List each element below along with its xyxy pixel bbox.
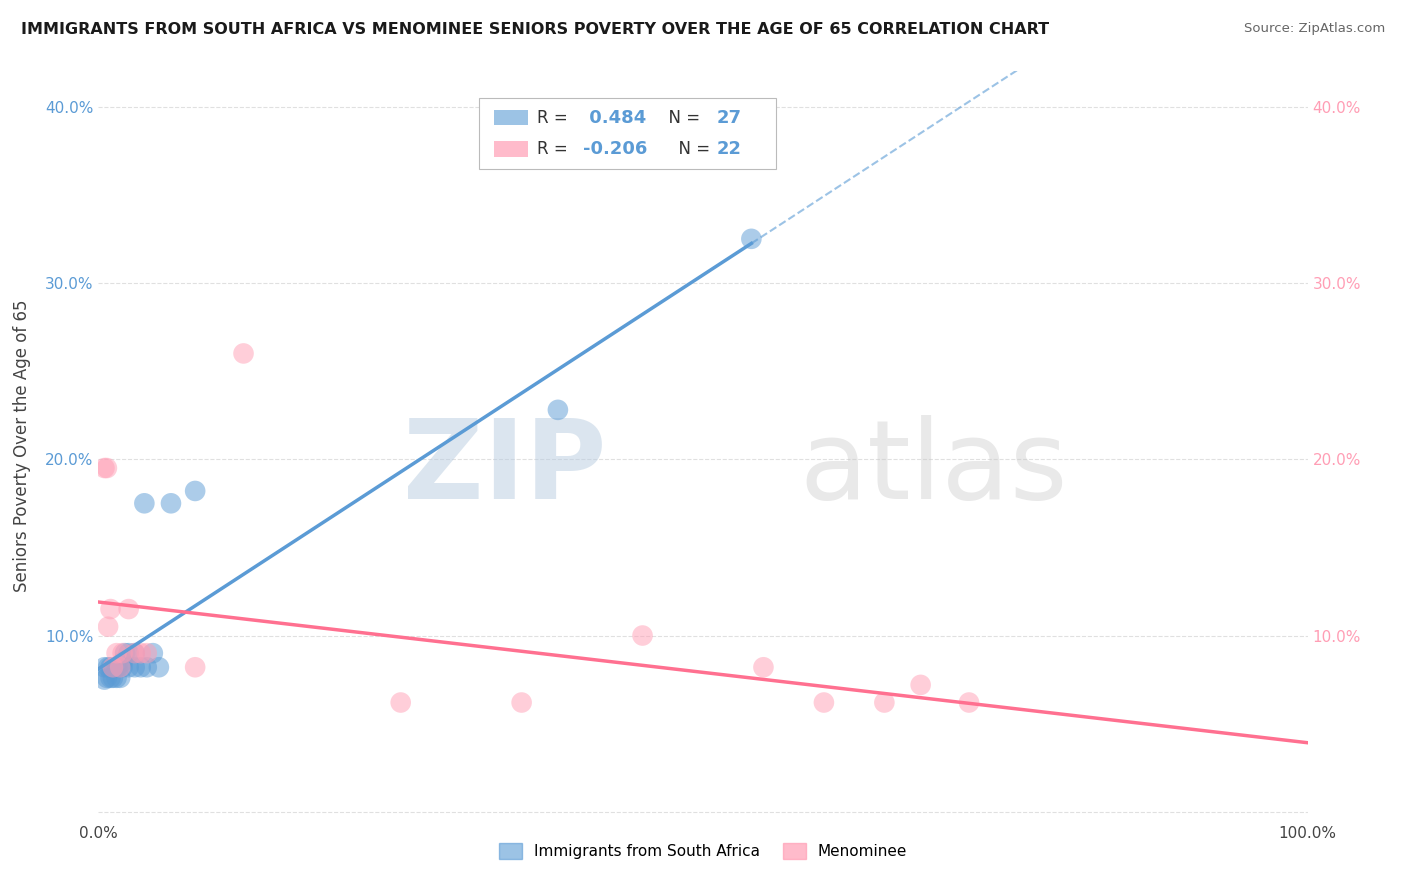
Point (135, 646, 157, 660)
Point (108, 660, 131, 674)
Point (100, 671, 122, 685)
Point (813, 696, 835, 710)
Point (510, 696, 533, 710)
Legend: Immigrants from South Africa, Menominee: Immigrants from South Africa, Menominee (492, 838, 914, 865)
Point (232, 346, 254, 360)
Point (97, 620, 120, 634)
FancyBboxPatch shape (494, 141, 527, 157)
Text: IMMIGRANTS FROM SOUTH AFRICA VS MENOMINEE SENIORS POVERTY OVER THE AGE OF 65 COR: IMMIGRANTS FROM SOUTH AFRICA VS MENOMINE… (21, 22, 1049, 37)
Text: R =: R = (537, 140, 574, 158)
Point (107, 660, 129, 674)
Point (108, 671, 131, 685)
Text: 0.484: 0.484 (583, 109, 647, 127)
Point (547, 402, 569, 417)
Point (111, 646, 134, 660)
Point (93, 461, 115, 475)
Point (114, 646, 136, 660)
Point (389, 696, 412, 710)
Point (129, 646, 152, 660)
Point (184, 660, 207, 674)
FancyBboxPatch shape (494, 110, 527, 126)
Point (118, 602, 141, 616)
Text: N =: N = (668, 140, 716, 158)
Point (111, 655, 134, 669)
Point (124, 660, 146, 674)
Point (100, 660, 122, 674)
Point (101, 671, 124, 685)
Point (631, 628, 654, 642)
Point (160, 496, 183, 510)
Point (111, 660, 134, 674)
Text: -0.206: -0.206 (583, 140, 648, 158)
Point (124, 646, 146, 660)
Y-axis label: Seniors Poverty Over the Age of 65: Seniors Poverty Over the Age of 65 (13, 300, 31, 592)
Text: R =: R = (537, 109, 574, 127)
Text: Source: ZipAtlas.com: Source: ZipAtlas.com (1244, 22, 1385, 36)
Point (105, 660, 128, 674)
Text: N =: N = (658, 109, 706, 127)
Point (148, 660, 170, 674)
Point (97, 660, 120, 674)
Point (100, 602, 122, 616)
Point (957, 696, 980, 710)
Text: 22: 22 (716, 140, 741, 158)
Point (96, 671, 118, 685)
Point (118, 646, 141, 660)
Point (93, 673, 115, 687)
Point (124, 646, 146, 660)
Point (93, 660, 115, 674)
Point (740, 232, 762, 246)
Text: 27: 27 (716, 109, 741, 127)
Point (184, 483, 207, 498)
Point (105, 671, 128, 685)
Point (910, 678, 932, 692)
Point (118, 660, 141, 674)
Point (142, 646, 165, 660)
Point (873, 696, 896, 710)
Point (96, 461, 118, 475)
FancyBboxPatch shape (479, 97, 776, 169)
Point (129, 660, 152, 674)
Point (101, 660, 124, 674)
Point (752, 660, 775, 674)
Point (135, 660, 157, 674)
Text: atlas: atlas (800, 415, 1069, 522)
Text: ZIP: ZIP (404, 415, 606, 522)
Point (105, 646, 128, 660)
Point (134, 496, 156, 510)
